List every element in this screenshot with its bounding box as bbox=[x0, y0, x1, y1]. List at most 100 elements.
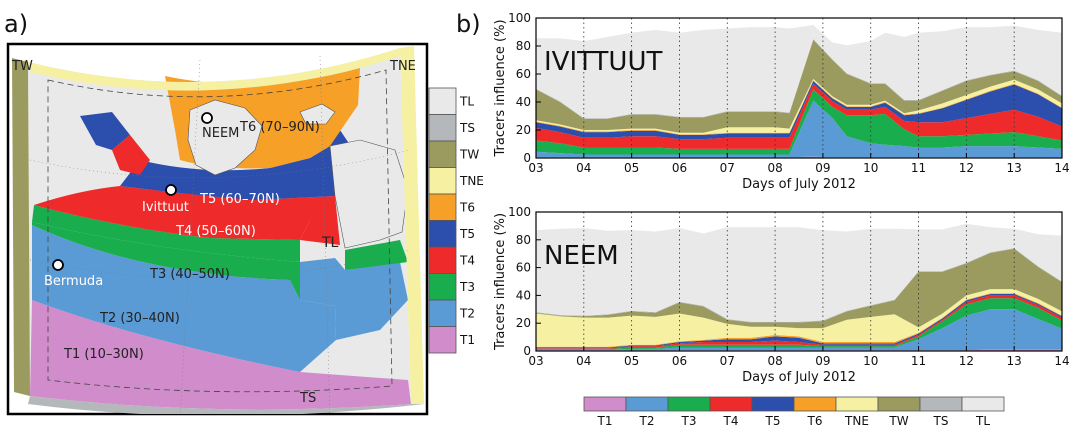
tl-label: TL bbox=[321, 235, 339, 251]
plot-frame bbox=[535, 17, 1063, 159]
map-legend-label: T4 bbox=[459, 253, 475, 267]
map-legend-label: TS bbox=[459, 121, 475, 135]
map-legend-label: T3 bbox=[459, 280, 475, 294]
map-legend-swatch bbox=[428, 299, 457, 327]
bottom-legend-swatch bbox=[835, 396, 879, 412]
x-tick-label: 11 bbox=[911, 161, 926, 175]
area-t2 bbox=[536, 100, 1062, 158]
x-tick-label: 03 bbox=[528, 354, 543, 368]
t1-region bbox=[30, 300, 411, 410]
bottom-legend-label: TW bbox=[888, 414, 908, 428]
x-tick-label: 08 bbox=[767, 354, 782, 368]
x-axis-label: Days of July 2012 bbox=[742, 177, 856, 192]
y-tick-label: 80 bbox=[516, 233, 531, 247]
labrador-land bbox=[112, 135, 150, 175]
map-legend-label: T2 bbox=[459, 306, 475, 320]
europe-land bbox=[329, 139, 409, 249]
x-tick-label: 07 bbox=[720, 354, 735, 368]
area-t6 bbox=[536, 293, 1062, 348]
bottom-legend-label: T2 bbox=[639, 414, 655, 428]
t2-label: T2 (30–40N) bbox=[99, 311, 180, 326]
map-panel: TW TNE TS TL T6 (70–90N) T5 (60–70N) T4 … bbox=[6, 42, 484, 416]
neem-station-marker bbox=[201, 112, 213, 124]
bottom-legend-label: T6 bbox=[807, 414, 823, 428]
bottom-legend-label: T1 bbox=[597, 414, 613, 428]
bottom-legend: T1 T2 T3 T4 T5 T6 TNE TW TS TL bbox=[583, 396, 1005, 428]
y-tick-label: 100 bbox=[508, 205, 531, 219]
t4-region-east bbox=[255, 196, 340, 245]
y-tick-label: 20 bbox=[516, 316, 531, 330]
map-legend-label: TL bbox=[459, 94, 474, 108]
area-tl bbox=[536, 223, 1062, 322]
map-legend-swatch bbox=[428, 167, 457, 195]
x-tick-label: 10 bbox=[863, 161, 878, 175]
x-tick-label: 13 bbox=[1007, 354, 1022, 368]
map-legend-swatch bbox=[428, 246, 457, 274]
ts-border bbox=[28, 396, 424, 414]
area-tw bbox=[536, 39, 1062, 133]
graticule-line bbox=[319, 55, 331, 414]
x-tick-label: 12 bbox=[959, 354, 974, 368]
map-legend: TL TS TW TNE T6 T5 T4 T3 T2 T1 bbox=[428, 87, 484, 354]
panel-b-label: b) bbox=[456, 10, 481, 38]
map-legend-label: T1 bbox=[459, 333, 475, 347]
x-tick-label: 05 bbox=[624, 161, 639, 175]
ivittuut-station-label: Ivittuut bbox=[142, 200, 189, 215]
graticule-line bbox=[180, 59, 201, 414]
tw-border bbox=[12, 58, 30, 396]
x-tick-label: 07 bbox=[720, 161, 735, 175]
chart-title: NEEM bbox=[544, 241, 619, 271]
area-t5 bbox=[536, 81, 1062, 140]
bermuda-station-marker bbox=[52, 259, 64, 271]
map-content bbox=[12, 46, 424, 414]
area-t3 bbox=[536, 89, 1062, 155]
map-legend-swatch bbox=[428, 326, 457, 354]
t3-region bbox=[32, 222, 300, 300]
plot-frame bbox=[535, 211, 1063, 352]
bottom-legend-label: T3 bbox=[681, 414, 697, 428]
x-tick-label: 14 bbox=[1054, 354, 1069, 368]
t3-region-band bbox=[32, 205, 300, 262]
y-tick-label: 60 bbox=[516, 67, 531, 81]
chart-title: IVITTUUT bbox=[544, 47, 662, 77]
x-tick-label: 09 bbox=[815, 354, 830, 368]
x-tick-label: 12 bbox=[959, 161, 974, 175]
x-tick-label: 08 bbox=[767, 161, 782, 175]
iceland-land bbox=[299, 103, 336, 125]
t5-region-west bbox=[80, 112, 130, 150]
map-legend-swatch bbox=[428, 193, 457, 221]
bottom-legend-swatch bbox=[877, 396, 921, 412]
graticule-line bbox=[29, 149, 411, 179]
t3-region-east bbox=[345, 240, 408, 270]
bottom-legend-swatch bbox=[709, 396, 753, 412]
bermuda-station-label: Bermuda bbox=[44, 274, 103, 289]
bottom-legend-label: T5 bbox=[765, 414, 781, 428]
neem-chart: 03 04 05 06 07 08 09 10 11 12 13 14 0 20 40 60 80 100 NEEM… bbox=[493, 205, 1070, 385]
y-tick-label: 40 bbox=[516, 288, 531, 302]
bottom-legend-label: TL bbox=[975, 414, 990, 428]
map-legend-label: TNE bbox=[459, 174, 484, 188]
t4-label: T4 (50–60N) bbox=[175, 224, 256, 239]
t3-label: T3 (40–50N) bbox=[149, 267, 230, 282]
bottom-legend-label: TS bbox=[933, 414, 949, 428]
ivittuut-station-marker bbox=[165, 184, 177, 196]
t5-label: T5 (60–70N) bbox=[199, 192, 280, 207]
map-legend-swatch bbox=[428, 273, 457, 301]
area-tne bbox=[536, 289, 1062, 347]
y-tick-label: 20 bbox=[516, 123, 531, 137]
map-legend-label: TW bbox=[459, 147, 479, 161]
bottom-legend-swatch bbox=[625, 396, 669, 412]
bottom-legend-swatch bbox=[961, 396, 1005, 412]
x-tick-label: 09 bbox=[815, 161, 830, 175]
bottom-legend-label: T4 bbox=[723, 414, 739, 428]
map-legend-swatch bbox=[428, 87, 457, 115]
x-tick-label: 05 bbox=[624, 354, 639, 368]
bottom-legend-swatch bbox=[919, 396, 963, 412]
inner-domain-boundary bbox=[47, 69, 393, 393]
bottom-legend-label: TNE bbox=[844, 414, 869, 428]
t1-label: T1 (10–30N) bbox=[63, 347, 144, 362]
t4-region bbox=[34, 186, 310, 240]
y-tick-label: 0 bbox=[523, 151, 531, 165]
ts-label: TS bbox=[299, 391, 316, 406]
